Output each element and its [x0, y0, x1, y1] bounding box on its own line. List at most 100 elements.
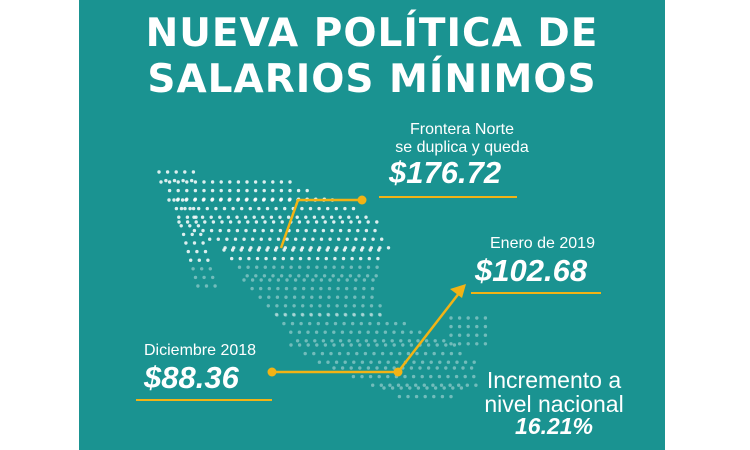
map-dot — [312, 215, 317, 219]
map-dot — [475, 316, 479, 320]
map-dot — [366, 220, 370, 224]
map-dot — [237, 220, 241, 224]
map-dot — [259, 278, 263, 282]
map-dot — [376, 321, 381, 326]
map-dot — [289, 265, 293, 269]
map-dot — [369, 312, 373, 317]
map-dot — [353, 295, 357, 299]
map-dot — [474, 383, 478, 387]
map-dot — [337, 237, 341, 241]
map-dot — [174, 206, 179, 211]
map-dot — [440, 394, 445, 399]
map-dot — [483, 324, 488, 329]
map-dot — [442, 339, 446, 343]
map-dot — [219, 188, 223, 193]
map-dot — [441, 351, 445, 356]
map-dot — [276, 286, 280, 291]
map-dot — [208, 267, 212, 271]
map-dot — [184, 241, 188, 245]
map-dot — [203, 249, 208, 254]
map-dot — [299, 321, 303, 326]
map-dot — [287, 198, 292, 202]
map-dot — [254, 220, 259, 224]
map-dot — [329, 351, 333, 356]
map-dot — [205, 206, 209, 211]
map-dot — [201, 228, 205, 233]
map-dot — [461, 366, 465, 370]
map-dot — [316, 248, 321, 252]
map-dot — [181, 178, 185, 183]
map-dot — [242, 278, 246, 282]
map-dot — [338, 215, 342, 219]
map-dot — [423, 394, 427, 399]
map-dot — [362, 286, 366, 291]
map-dot — [446, 360, 451, 364]
map-dot — [263, 265, 267, 269]
map-dot — [375, 330, 379, 334]
map-dot — [184, 198, 188, 202]
map-dot — [279, 198, 283, 202]
map-dot — [359, 321, 363, 326]
map-dot — [271, 220, 276, 224]
map-dot — [326, 312, 330, 317]
map-dot — [285, 278, 289, 282]
map-dot — [272, 265, 276, 269]
map-dot — [196, 224, 201, 228]
map-dot — [306, 330, 310, 334]
map-dot — [210, 188, 215, 193]
map-dot — [452, 343, 457, 347]
map-dot — [405, 383, 409, 387]
map-dot — [316, 321, 320, 326]
title-line-1: NUEVA POLÍTICA DE — [145, 11, 599, 56]
map-dot — [204, 284, 209, 288]
map-dot — [193, 275, 198, 280]
map-dot — [220, 220, 224, 224]
map-dot — [328, 237, 332, 241]
map-dot — [409, 330, 413, 334]
map-dot — [406, 351, 411, 356]
map-dot — [373, 228, 377, 233]
diciembre-underline — [136, 399, 272, 401]
map-dot — [183, 170, 187, 174]
map-dot — [415, 351, 419, 356]
map-dot — [422, 383, 426, 387]
diciembre-value: $88.36 — [144, 360, 239, 395]
map-dot — [338, 228, 343, 233]
map-dot — [179, 206, 184, 211]
map-dot — [357, 330, 362, 334]
map-dot — [433, 386, 438, 390]
map-dot — [444, 343, 448, 347]
map-dot — [463, 374, 467, 379]
map-dot — [392, 330, 396, 334]
map-dot — [437, 374, 442, 379]
map-dot — [455, 360, 459, 364]
map-dot — [332, 366, 336, 370]
map-dot — [280, 265, 285, 269]
map-dot — [286, 215, 291, 219]
map-dot — [268, 278, 272, 282]
map-dot — [370, 286, 375, 291]
map-dot — [262, 188, 266, 193]
map-dot — [355, 215, 360, 219]
map-dot — [228, 220, 233, 224]
map-dot — [377, 360, 382, 364]
map-dot — [196, 284, 200, 288]
map-dot — [351, 206, 356, 211]
map-dot — [345, 286, 349, 291]
map-dot — [381, 339, 386, 343]
map-dot — [406, 394, 410, 399]
map-dot — [375, 265, 379, 269]
frontera-connector-dot — [357, 195, 367, 205]
map-dot — [295, 339, 300, 343]
map-dot — [202, 188, 206, 193]
map-dot — [226, 215, 231, 219]
map-dot — [457, 333, 462, 337]
map-dot — [214, 206, 218, 211]
map-dot — [306, 343, 310, 347]
map-dot — [199, 232, 203, 237]
map-dot — [416, 386, 421, 390]
map-dot — [283, 313, 288, 317]
map-dot — [202, 275, 206, 280]
incremento-line-1: Incremento a — [486, 367, 622, 393]
map-dot — [191, 267, 195, 271]
